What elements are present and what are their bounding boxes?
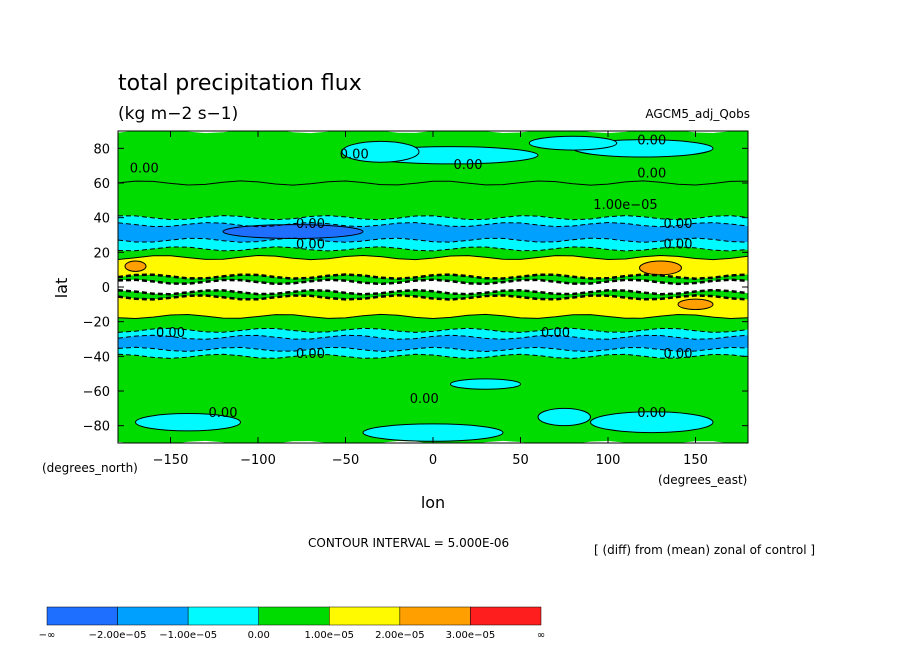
zonal-band <box>118 279 748 295</box>
contour-patch <box>135 413 241 432</box>
y-tick-label: 40 <box>93 212 110 227</box>
chart-units: (kg m−2 s−1) <box>118 104 238 124</box>
contour-label: 0.00 <box>296 347 325 362</box>
contour-patch <box>450 378 521 390</box>
contour-label: 0.00 <box>296 217 325 232</box>
y-tick-label: −60 <box>83 385 110 400</box>
plot-description: [ (diff) from (mean) zonal of control ] <box>594 543 815 557</box>
colorbar-swatch <box>117 606 189 626</box>
contour-line <box>118 180 748 186</box>
colorbar-label: 3.00e−05 <box>446 630 496 641</box>
colorbar-label: 1.00e−05 <box>305 630 355 641</box>
contour-line <box>118 237 748 243</box>
colorbar-swatch <box>470 606 542 626</box>
colorbar-swatch <box>187 606 259 626</box>
contour-line <box>118 313 748 320</box>
contour-label: 0.00 <box>637 406 666 421</box>
contour-patch <box>639 260 682 276</box>
colorbar-swatch <box>258 606 330 626</box>
x-tick-label: −100 <box>240 453 276 468</box>
y-tick-label: −80 <box>83 420 110 435</box>
contour-line <box>118 346 748 353</box>
contour-line <box>118 334 748 340</box>
contour-patch <box>124 260 147 272</box>
y-axis-label: lat <box>52 278 71 299</box>
contour-line <box>118 221 748 228</box>
zonal-band <box>118 246 748 260</box>
contour-label: 0.00 <box>454 158 483 173</box>
contour-line <box>118 215 748 221</box>
x-tick-label: 0 <box>429 453 437 468</box>
contour-label: 0.00 <box>296 238 325 253</box>
contour-label: 0.00 <box>664 238 693 253</box>
zonal-band <box>118 314 748 333</box>
zonal-band <box>118 295 748 319</box>
y-tick-label: 0 <box>102 281 110 296</box>
x-tick-label: 50 <box>512 453 529 468</box>
y-tick-label: 80 <box>93 142 110 157</box>
colorbar-swatch <box>399 606 471 626</box>
zonal-band <box>118 180 748 220</box>
colorbar-label: −1.00e−05 <box>159 630 217 641</box>
plot-fill: 0.00 0.00 0.00 0.00 0.00 1.00e−05 0.00 0.00 0.00… <box>118 131 748 443</box>
colorbar-label: ∞ <box>537 630 545 641</box>
x-tick-label: −150 <box>153 453 189 468</box>
experiment-label: AGCM5_adj_Qobs <box>645 107 750 121</box>
contour-line <box>118 273 748 280</box>
contour-line <box>118 246 748 252</box>
contour-line <box>118 278 748 286</box>
contour-patch <box>222 224 364 239</box>
chart-title: total precipitation flux <box>118 71 362 96</box>
zonal-band <box>118 255 748 279</box>
plot-area: 0.00 0.00 0.00 0.00 0.00 1.00e−05 0.00 0.00 0.00… <box>117 130 749 444</box>
y-tick-label: −20 <box>83 316 110 331</box>
contour-label: 0.00 <box>340 148 369 163</box>
contour-interval: CONTOUR INTERVAL = 5.000E-06 <box>308 536 509 550</box>
contour-line <box>118 327 748 333</box>
contour-line <box>118 254 748 261</box>
x-tick-label: 150 <box>683 453 708 468</box>
zonal-band <box>118 328 748 340</box>
contour-label: 0.00 <box>664 347 693 362</box>
colorbar: −∞ −2.00e−05 −1.00e−05 0.00 1.00e−05 2.00e−05… <box>39 606 545 641</box>
contour-label: 0.00 <box>637 134 666 149</box>
contour-line <box>118 288 748 296</box>
contour-line <box>118 353 748 359</box>
x-tick-label: −50 <box>332 453 359 468</box>
colorbar-label: 0.00 <box>248 630 270 641</box>
contour-patch <box>677 298 714 311</box>
x-tick-label: 100 <box>596 453 621 468</box>
x-units-label: (degrees_east) <box>658 473 747 487</box>
contour-label: 1.00e−05 <box>593 198 657 213</box>
zonal-band <box>118 215 748 227</box>
colorbar-label: 2.00e−05 <box>375 630 425 641</box>
axis-ticks: −150 −100 −50 0 50 100 150 80 60 40 20 0 −20 −40 −60 −8… <box>83 131 748 468</box>
colorbar-label: −2.00e−05 <box>89 630 147 641</box>
contour-label: 0.00 <box>541 326 570 341</box>
contour-label: 0.00 <box>209 406 238 421</box>
colorbar-swatch <box>329 606 401 626</box>
zonal-band <box>118 347 748 359</box>
zonal-band <box>118 238 748 251</box>
contour-label: 0.00 <box>410 392 439 407</box>
y-tick-label: −40 <box>83 350 110 365</box>
contour-patch <box>528 135 618 151</box>
y-tick-label: 20 <box>93 246 110 261</box>
contour-label: 0.00 <box>664 217 693 232</box>
contour-label: 0.00 <box>156 326 185 341</box>
contour-line <box>118 294 748 301</box>
contour-patch <box>590 411 714 434</box>
contour-patch <box>341 140 420 163</box>
contour-label: 0.00 <box>130 161 159 176</box>
y-units-label: (degrees_north) <box>42 461 138 475</box>
colorbar-swatch <box>46 606 118 626</box>
contour-patch <box>537 407 591 427</box>
colorbar-label: −∞ <box>39 630 56 641</box>
y-tick-label: 60 <box>93 177 110 192</box>
x-axis-label: lon <box>421 493 445 512</box>
contour-label: 0.00 <box>637 167 666 182</box>
